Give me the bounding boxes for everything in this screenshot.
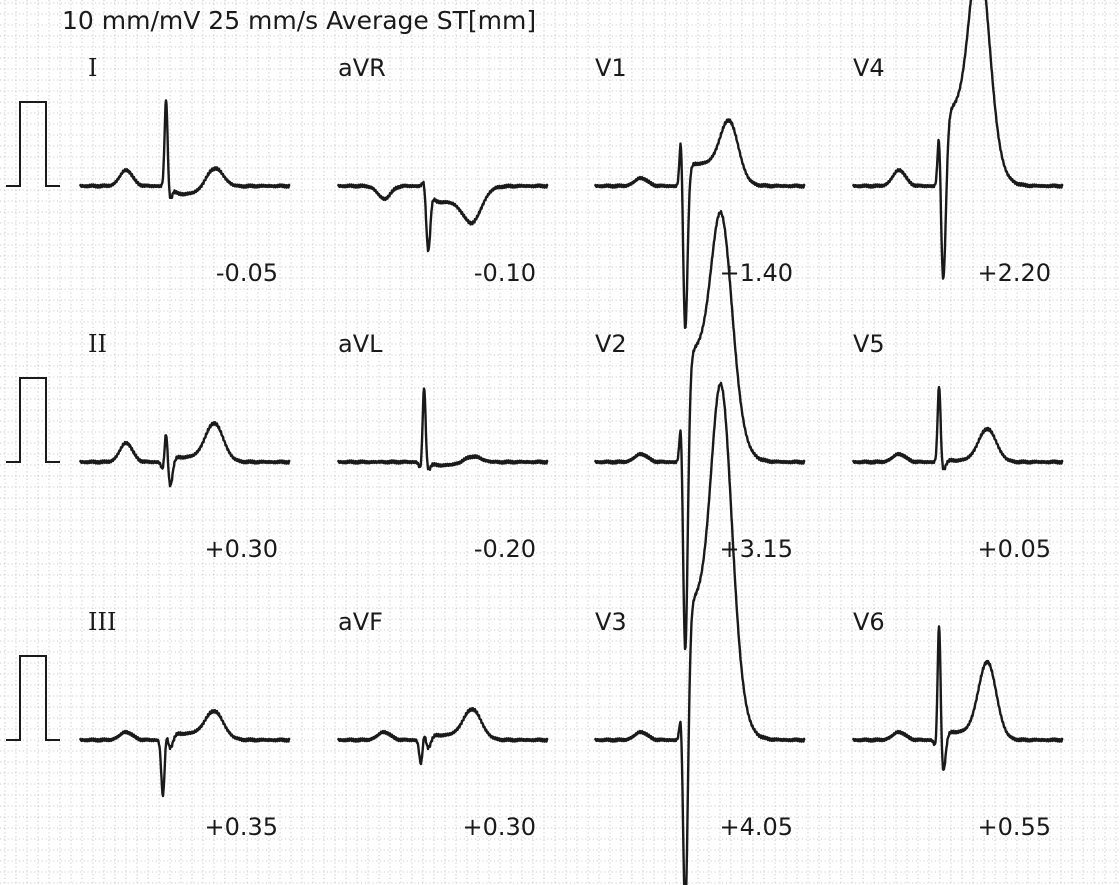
st-value: -0.10: [474, 259, 536, 287]
ecg-trace-v2: [593, 210, 806, 651]
st-value: +3.15: [719, 535, 793, 563]
lead-label: V2: [595, 330, 627, 358]
ecg-trace-avr: [336, 180, 549, 253]
st-value: -0.20: [474, 535, 536, 563]
ecg-trace-avf: [336, 707, 549, 766]
ecg-trace-ii: [78, 421, 291, 488]
st-value: +0.35: [204, 813, 278, 841]
lead-label: I: [88, 54, 97, 82]
lead-label: aVL: [338, 330, 383, 358]
st-value: +0.55: [977, 813, 1051, 841]
lead-labels: I -0.05 aVR -0.10 V1 +1.40 V4 +2.20 II +0.30 aVL -0…: [88, 54, 1051, 841]
ecg-trace-v6: [851, 625, 1064, 771]
ecg-trace-v1: [593, 118, 806, 329]
ecg-trace-i: [78, 99, 291, 200]
st-value: -0.05: [216, 259, 278, 287]
st-value: +1.40: [719, 259, 793, 287]
st-value: +0.30: [462, 813, 536, 841]
ecg-trace-iii: [78, 709, 291, 798]
calibration-pulse: [6, 655, 60, 741]
calibration-pulse: [6, 101, 60, 187]
ecg-trace-v3: [593, 381, 806, 885]
st-value: +0.30: [204, 535, 278, 563]
st-value: +0.05: [977, 535, 1051, 563]
lead-label: V5: [853, 330, 885, 358]
recording-settings-label: 10 mm/mV 25 mm/s Average ST[mm]: [62, 6, 537, 35]
st-value: +4.05: [719, 813, 793, 841]
ecg-trace-v5: [851, 385, 1064, 471]
ecg-trace-avl: [336, 387, 549, 471]
lead-label: V4: [853, 54, 885, 82]
ecg-traces: [78, 0, 1064, 885]
lead-label: aVF: [338, 608, 383, 636]
lead-label: II: [88, 330, 107, 358]
lead-label: V3: [595, 608, 627, 636]
ecg-trace-v4: [851, 0, 1064, 280]
lead-label: III: [88, 608, 116, 636]
calibration-pulses: [6, 101, 60, 741]
lead-label: V1: [595, 54, 627, 82]
lead-label: V6: [853, 608, 885, 636]
lead-label: aVR: [338, 54, 386, 82]
calibration-pulse: [6, 377, 60, 463]
st-value: +2.20: [977, 259, 1051, 287]
